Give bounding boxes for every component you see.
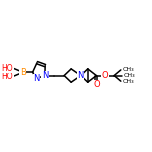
Text: HO: HO (2, 64, 13, 73)
Text: HO: HO (2, 72, 13, 81)
Text: CH₃: CH₃ (123, 79, 134, 84)
Text: N: N (42, 71, 48, 80)
Text: CH₃: CH₃ (123, 67, 134, 72)
Text: CH₃: CH₃ (124, 73, 136, 78)
Text: N: N (33, 74, 40, 83)
Text: O: O (102, 71, 109, 80)
Text: B: B (20, 68, 26, 77)
Text: O: O (93, 80, 100, 89)
Text: N: N (78, 71, 84, 80)
